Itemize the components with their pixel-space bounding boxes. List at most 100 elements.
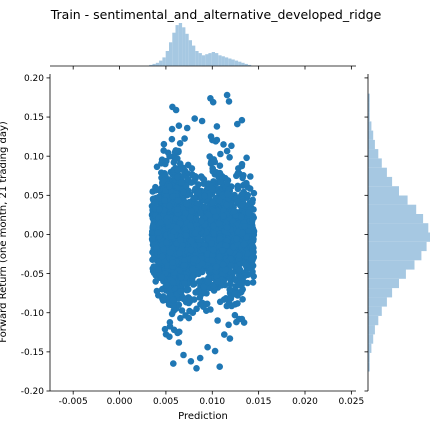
right-hist-bar	[368, 167, 387, 177]
scatter-point	[202, 228, 210, 236]
scatter-point	[189, 309, 197, 317]
scatter-point	[153, 287, 161, 295]
scatter-point	[156, 258, 163, 265]
scatter-point	[237, 274, 244, 281]
scatter-point	[176, 249, 183, 257]
scatter-point	[155, 193, 162, 201]
right-marginal-histogram	[368, 93, 430, 372]
scatter-point	[156, 206, 163, 213]
scatter-point	[216, 235, 224, 242]
scatter-point	[223, 179, 231, 187]
scatter-point	[177, 314, 184, 322]
top-hist-bar	[178, 23, 183, 66]
right-hist-bar	[368, 112, 370, 122]
scatter-point	[209, 198, 216, 206]
scatter-point	[207, 216, 215, 224]
scatter-point	[166, 249, 174, 256]
scatter-point	[187, 237, 195, 245]
right-hist-bar	[368, 102, 370, 113]
scatter-point	[230, 208, 238, 215]
scatter-point	[162, 187, 169, 194]
scatter-point	[187, 246, 195, 254]
scatter-point	[209, 136, 216, 144]
scatter-point	[245, 209, 252, 217]
scatter-point	[187, 222, 194, 229]
scatter-point	[228, 142, 235, 150]
scatter-point	[206, 192, 214, 200]
scatter-point	[183, 200, 190, 208]
scatter-point	[243, 154, 250, 162]
right-hist-bar	[368, 241, 427, 252]
scatter-point	[160, 176, 168, 184]
scatter-point	[223, 147, 231, 155]
right-hist-bar	[368, 232, 430, 242]
scatter-point	[196, 354, 204, 362]
right-hist-ticks	[364, 77, 368, 392]
scatter-point	[181, 135, 188, 142]
scatter-point	[175, 301, 183, 309]
scatter-point	[231, 290, 238, 298]
top-hist-bar	[182, 27, 186, 66]
scatter-point	[241, 223, 248, 230]
scatter-point	[169, 193, 176, 200]
scatter-point	[234, 185, 242, 193]
x-axis-ticks: -0.005 0.000 0.005 0.010 0.015 0.020 0.025	[59, 391, 364, 407]
scatter-point	[163, 282, 170, 289]
scatter-point	[195, 270, 202, 278]
x-tick-label: 0.005	[153, 397, 179, 407]
scatter-point	[225, 321, 232, 329]
x-tick-label: 0.025	[338, 397, 364, 407]
scatter-point	[216, 253, 223, 261]
scatter-point	[209, 246, 217, 254]
scatter-point	[235, 252, 243, 259]
right-hist-bar	[368, 343, 372, 353]
scatter-point	[220, 141, 227, 148]
scatter-point	[195, 181, 202, 188]
scatter-point	[169, 259, 177, 266]
top-hist-bar	[162, 57, 166, 66]
scatter-point	[183, 124, 191, 132]
y-tick-label: -0.05	[21, 270, 44, 280]
y-tick-label: -0.10	[21, 309, 45, 319]
right-hist-bar	[368, 195, 408, 205]
scatter-point	[212, 263, 220, 271]
scatter-point	[246, 185, 254, 192]
top-hist-bar	[159, 60, 163, 66]
x-tick-label: 0.020	[292, 397, 318, 407]
right-hist-bar	[368, 334, 374, 344]
scatter-point	[172, 147, 180, 154]
scatter-point	[197, 173, 205, 180]
scatter-point	[178, 274, 185, 281]
scatter-point	[209, 252, 216, 259]
top-hist-bar	[188, 40, 192, 66]
scatter-point	[238, 116, 246, 124]
scatter-point	[223, 302, 231, 310]
top-hist-bar	[228, 58, 232, 66]
x-axis-label: Prediction	[178, 411, 228, 422]
scatter-point	[195, 242, 203, 249]
right-hist-bar	[368, 121, 372, 131]
scatter-point	[201, 192, 208, 200]
scatter-point	[240, 319, 248, 326]
scatter-point	[152, 185, 159, 193]
top-hist-bar	[205, 54, 209, 66]
x-tick-label: -0.005	[59, 397, 88, 407]
scatter-point	[239, 296, 246, 303]
scatter-point	[198, 117, 206, 125]
scatter-point	[227, 262, 235, 269]
scatter-point	[212, 213, 220, 220]
scatter-point	[188, 207, 195, 215]
scatter-point	[249, 199, 256, 206]
top-hist-bar	[244, 63, 248, 66]
scatter-point	[247, 173, 254, 180]
y-tick-label: 0.15	[24, 113, 44, 123]
scatter-point	[172, 106, 180, 114]
scatter-point	[189, 172, 197, 179]
scatter-point	[169, 296, 177, 304]
x-tick-label: 0.015	[246, 397, 272, 407]
scatter-point	[180, 262, 188, 269]
scatter-point	[250, 273, 257, 280]
scatter-point	[188, 179, 195, 186]
scatter-point	[166, 183, 173, 190]
